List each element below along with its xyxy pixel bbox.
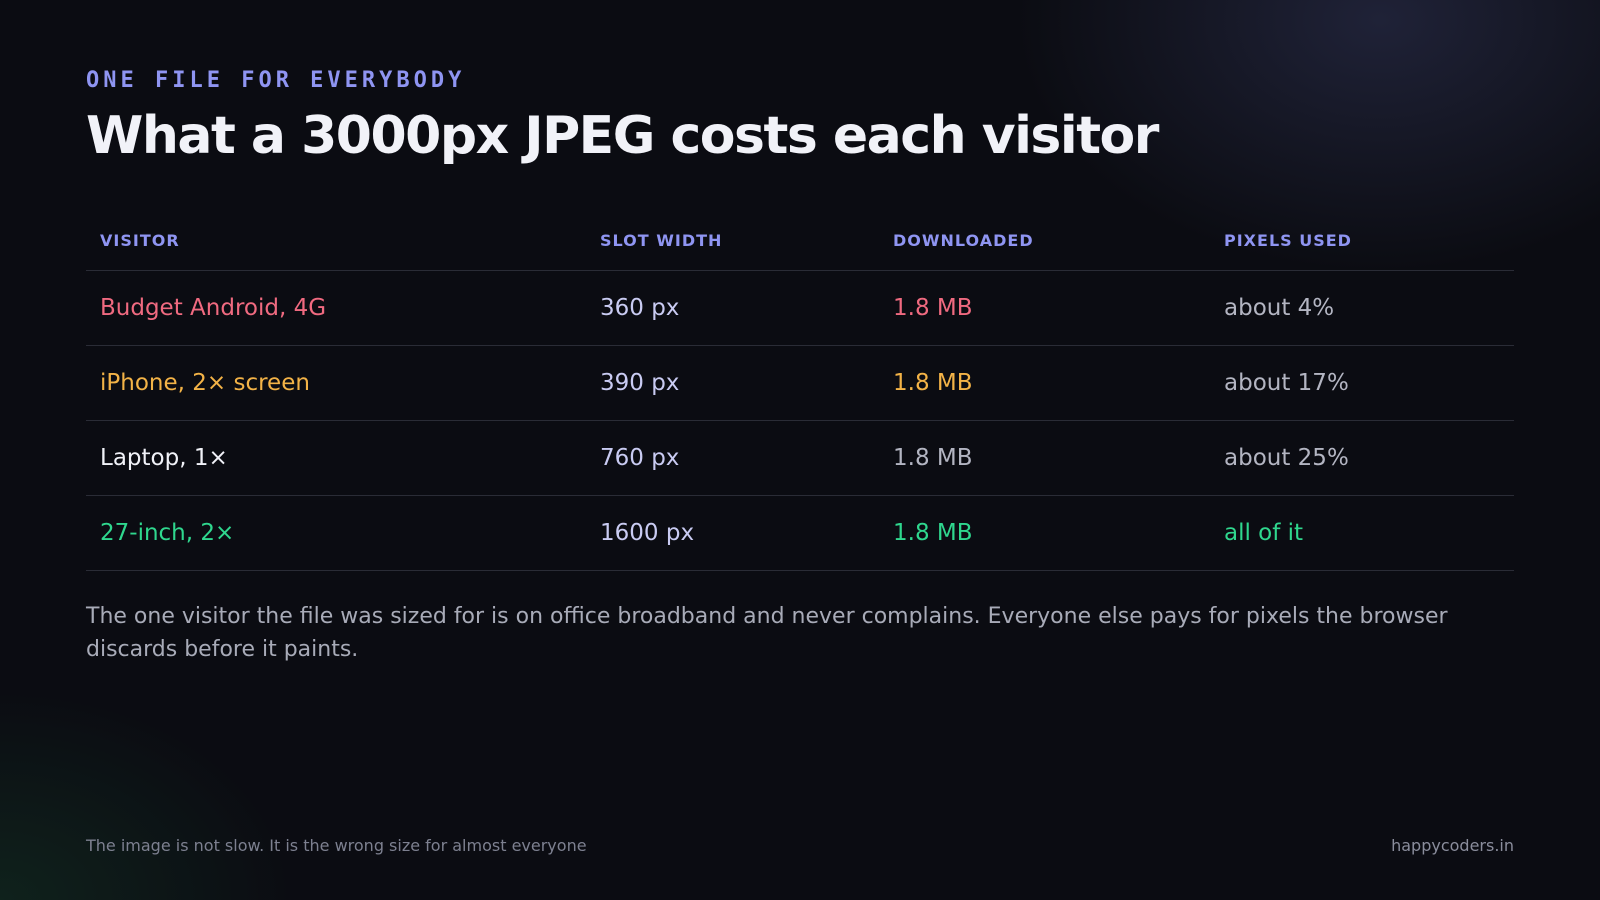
visitor-cell: iPhone, 2× screen [86, 345, 586, 421]
slide-title: What a 3000px JPEG costs each visitor [86, 106, 1159, 166]
visitor-cost-table: VISITOR SLOT WIDTH DOWNLOADED PIXELS USE… [86, 210, 1514, 571]
downloaded-cell: 1.8 MB [879, 420, 1210, 496]
table-row: 27-inch, 2× 1600 px 1.8 MB all of it [86, 495, 1514, 571]
table-header-row: VISITOR SLOT WIDTH DOWNLOADED PIXELS USE… [86, 210, 1514, 271]
pixels-used-cell: about 25% [1210, 420, 1514, 496]
table-row: Laptop, 1× 760 px 1.8 MB about 25% [86, 420, 1514, 496]
eyebrow-label: ONE FILE FOR EVERYBODY [86, 68, 466, 93]
visitor-cell: Laptop, 1× [86, 420, 586, 496]
downloaded-cell: 1.8 MB [879, 270, 1210, 346]
slot-width-cell: 390 px [586, 345, 879, 421]
slot-width-cell: 360 px [586, 270, 879, 346]
slide: ONE FILE FOR EVERYBODY What a 3000px JPE… [86, 0, 1514, 900]
pixels-used-cell: about 4% [1210, 270, 1514, 346]
column-header-pixels-used: PIXELS USED [1210, 210, 1514, 271]
pixels-used-cell: all of it [1210, 495, 1514, 571]
summary-note: The one visitor the file was sized for i… [86, 604, 1448, 662]
downloaded-cell: 1.8 MB [879, 345, 1210, 421]
footer-caption: The image is not slow. It is the wrong s… [86, 836, 587, 855]
visitor-cell: Budget Android, 4G [86, 270, 586, 346]
footer-site: happycoders.in [1391, 836, 1514, 855]
column-header-slot-width: SLOT WIDTH [586, 210, 879, 271]
table-row: iPhone, 2× screen 390 px 1.8 MB about 17… [86, 345, 1514, 421]
column-header-downloaded: DOWNLOADED [879, 210, 1210, 271]
slot-width-cell: 1600 px [586, 495, 879, 571]
slot-width-cell: 760 px [586, 420, 879, 496]
downloaded-cell: 1.8 MB [879, 495, 1210, 571]
column-header-visitor: VISITOR [86, 210, 586, 271]
table-row: Budget Android, 4G 360 px 1.8 MB about 4… [86, 270, 1514, 346]
pixels-used-cell: about 17% [1210, 345, 1514, 421]
visitor-cell: 27-inch, 2× [86, 495, 586, 571]
